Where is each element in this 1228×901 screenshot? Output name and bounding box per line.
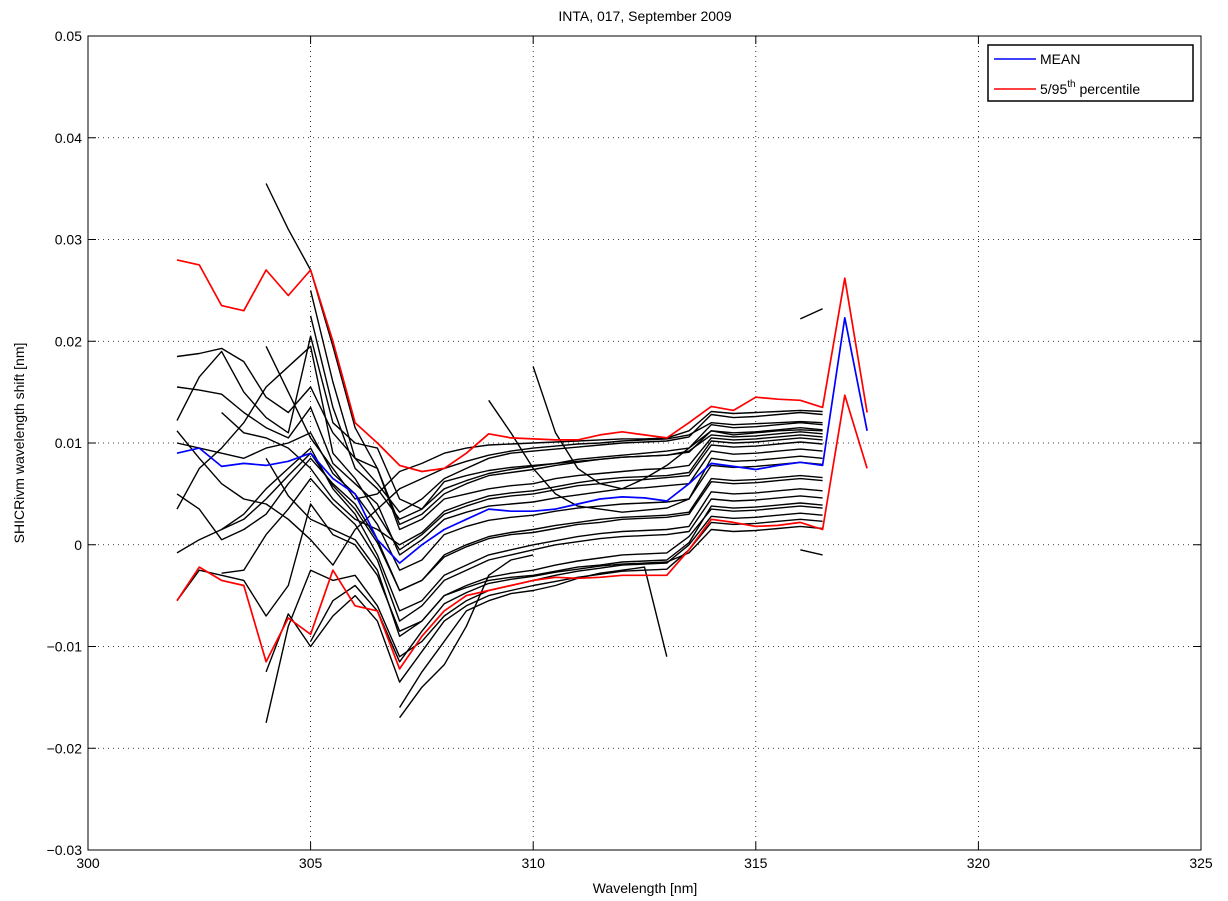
x-tick-label: 310 [522,855,546,871]
y-tick-label: 0.02 [55,333,82,349]
percentile-series-line [176,394,868,670]
legend-percentile-sup: th [1067,79,1075,90]
data-series-line [309,290,823,513]
legend-percentile-tail: percentile [1076,81,1141,97]
data-series-line [176,447,823,612]
data-series-line [309,525,823,663]
data-series-line [800,549,823,556]
data-series-line [176,347,823,531]
y-tick-label: 0.01 [55,435,82,451]
data-series-line [176,335,823,510]
data-series-line [399,566,668,708]
data-series-line [176,432,823,571]
legend-percentile-main: 5/95 [1040,81,1067,97]
y-tick-label: 0.03 [55,232,82,248]
x-tick-label: 320 [967,855,991,871]
y-tick-label: 0 [74,537,82,553]
legend-mean-label: MEAN [1040,51,1080,67]
x-axis-label: Wavelength [nm] [593,880,698,896]
data-series-line [265,183,823,526]
legend: MEAN 5/95th percentile [987,44,1194,102]
data-series-line [221,477,823,622]
x-tick-label: 325 [1189,855,1213,871]
data-series-line [265,345,823,500]
data-series-line [488,399,823,513]
data-series-line [176,503,823,632]
data-series-line [265,512,823,723]
data-series-line [399,554,534,719]
x-tick-label: 315 [744,855,768,871]
y-tick-label: −0.02 [47,740,83,756]
data-series-line [265,457,823,637]
x-axis: 300 305 310 315 320 325 [76,36,1213,871]
legend-box [987,44,1194,102]
y-tick-label: −0.01 [47,639,83,655]
data-series-line [176,345,823,551]
y-tick-label: −0.03 [47,842,83,858]
data-series-line [532,366,823,490]
plot-lines [176,183,868,723]
data-series-line [265,518,823,683]
percentile-series-line [176,259,868,473]
data-series-line [221,411,823,546]
data-series-line [176,420,823,566]
data-series-line [309,315,823,520]
data-series-line [176,386,823,556]
legend-percentile-label: 5/95th percentile [1040,79,1140,97]
data-series-line [221,452,823,592]
y-tick-label: 0.05 [55,28,82,44]
y-axis-label: SHICRivm wavelength shift [nm] [11,343,27,544]
x-tick-label: 305 [299,855,323,871]
x-tick-label: 300 [76,855,100,871]
y-tick-label: 0.04 [55,130,82,146]
data-series-line [800,308,823,320]
y-axis: −0.03 −0.02 −0.01 0 0.01 0.02 0.03 0.04 0.05 [47,28,1201,858]
chart-title: INTA, 017, September 2009 [558,8,731,24]
mean-series-line [176,316,868,564]
